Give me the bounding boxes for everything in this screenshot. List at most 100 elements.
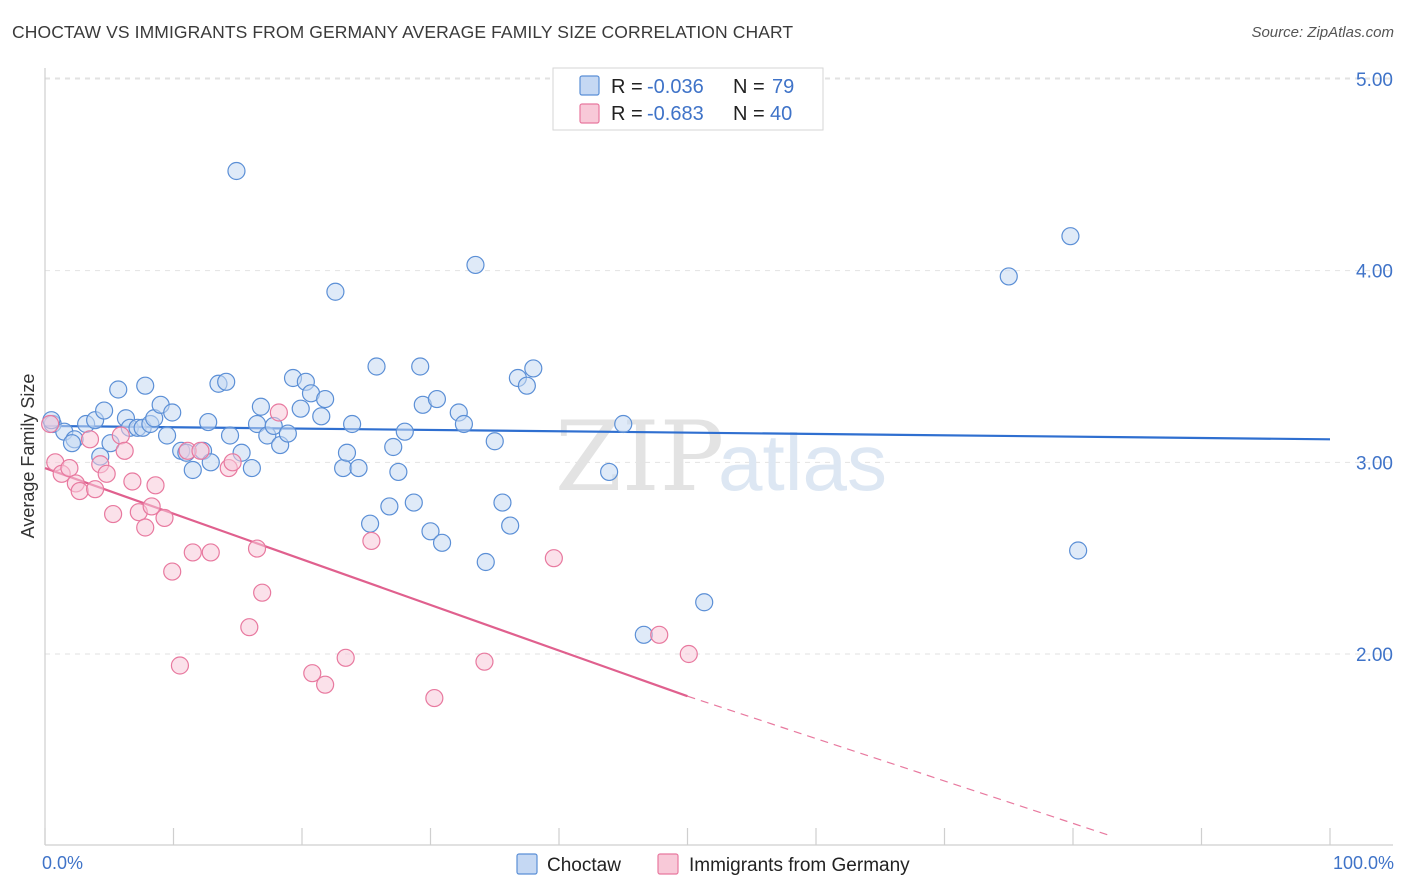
choctaw-point <box>157 426 177 445</box>
y-tick-label: 5.00 <box>1356 70 1393 91</box>
legend-swatch-germany <box>579 103 600 124</box>
germany-point <box>201 543 220 562</box>
germany-point <box>111 426 130 445</box>
germany-point <box>60 458 79 478</box>
y-tick-label: 4.00 <box>1356 262 1393 283</box>
germany-point <box>316 675 335 694</box>
germany-point <box>191 441 210 460</box>
legend-r-label: R = <box>611 103 643 125</box>
germany-point <box>104 504 123 524</box>
choctaw-point <box>62 434 82 453</box>
germany-point <box>544 549 563 568</box>
choctaw-point <box>291 399 310 418</box>
germany-point <box>70 481 89 501</box>
germany-point <box>247 539 267 558</box>
watermark-zip: ZIP <box>555 401 724 513</box>
choctaw-point <box>614 414 633 434</box>
bottom-legend-germany: Immigrants from Germany <box>689 855 910 876</box>
x-max-label: 100.0% <box>1333 853 1394 873</box>
choctaw-point <box>217 372 236 391</box>
source-label: Source: ZipAtlas.com <box>1251 24 1394 41</box>
stats-legend: R = -0.036 N = 79 R = -0.683 N = 40 <box>552 67 824 131</box>
germany-point <box>303 664 322 683</box>
germany-point <box>123 472 142 491</box>
choctaw-point <box>326 282 345 301</box>
germany-point <box>146 476 165 495</box>
choctaw-point <box>404 493 423 512</box>
germany-point <box>115 441 134 460</box>
choctaw-point <box>517 376 536 395</box>
legend-n-value: 40 <box>770 103 792 125</box>
choctaw-point <box>380 497 399 516</box>
choctaw-point <box>466 255 485 275</box>
gridlines <box>45 77 1393 655</box>
choctaw-point <box>343 414 362 434</box>
germany-point <box>163 562 182 581</box>
germany-point <box>155 508 174 528</box>
y-axis-label: Average Family Size <box>18 374 38 539</box>
choctaw-point <box>695 593 714 612</box>
legend-r-label: R = <box>611 76 643 98</box>
choctaw-point <box>251 397 270 416</box>
series-legend: Choctaw Immigrants from Germany <box>516 853 910 876</box>
germany-point <box>253 583 272 602</box>
germany-point <box>362 531 381 551</box>
germany-point <box>80 430 100 449</box>
germany-point <box>650 625 669 644</box>
choctaw-point <box>220 426 240 445</box>
choctaw-point <box>278 424 297 443</box>
choctaw-point <box>384 437 403 457</box>
choctaw-point <box>600 462 619 482</box>
choctaw-point <box>316 389 335 409</box>
axes <box>44 68 1393 846</box>
y-tick-labels: 2.00 3.00 4.00 5.00 <box>1356 70 1393 666</box>
choctaw-point <box>493 493 512 512</box>
y-tick-label: 2.00 <box>1356 645 1393 666</box>
germany-point <box>336 648 355 667</box>
legend-n-label: N = <box>733 76 765 98</box>
legend-n-value: 79 <box>772 76 794 98</box>
choctaw-point <box>337 443 357 462</box>
watermark: ZIP atlas <box>555 401 887 513</box>
germany-point <box>223 453 242 472</box>
chart-title: CHOCTAW VS IMMIGRANTS FROM GERMANY AVERA… <box>12 22 794 42</box>
choctaw-point <box>367 357 386 376</box>
choctaw-point <box>1061 227 1080 246</box>
choctaw-point <box>334 458 353 478</box>
choctaw-point <box>201 453 220 472</box>
germany-point <box>97 464 116 483</box>
germany-trend-extension <box>687 695 1112 837</box>
germany-point <box>475 652 494 671</box>
choctaw-point <box>427 389 447 409</box>
x-min-label: 0.0% <box>42 853 83 873</box>
choctaw-point <box>432 533 452 552</box>
choctaw-point <box>454 414 474 434</box>
legend-r-value: -0.683 <box>647 103 704 125</box>
choctaw-point <box>1069 541 1088 560</box>
choctaw-point <box>476 552 495 572</box>
legend-swatch-choctaw <box>579 75 600 96</box>
choctaw-point <box>485 432 504 451</box>
bottom-legend-choctaw: Choctaw <box>547 855 621 876</box>
data-points <box>41 161 1088 708</box>
germany-point <box>240 618 259 637</box>
choctaw-point <box>634 625 653 644</box>
choctaw-point <box>242 458 261 478</box>
choctaw-point <box>349 458 368 478</box>
bottom-legend-swatch-germany <box>657 853 679 875</box>
choctaw-point <box>524 359 543 378</box>
germany-point <box>269 403 288 422</box>
choctaw-point <box>95 401 114 420</box>
bottom-legend-swatch-choctaw <box>516 853 538 875</box>
choctaw-point <box>389 462 408 482</box>
choctaw-point <box>361 514 380 533</box>
germany-point <box>425 688 444 708</box>
choctaw-point <box>163 403 182 422</box>
choctaw-point <box>501 516 520 535</box>
choctaw-point <box>421 522 440 541</box>
germany-point <box>679 644 698 664</box>
y-tick-label: 3.00 <box>1356 453 1393 474</box>
choctaw-point <box>227 161 246 181</box>
germany-point <box>170 656 190 675</box>
